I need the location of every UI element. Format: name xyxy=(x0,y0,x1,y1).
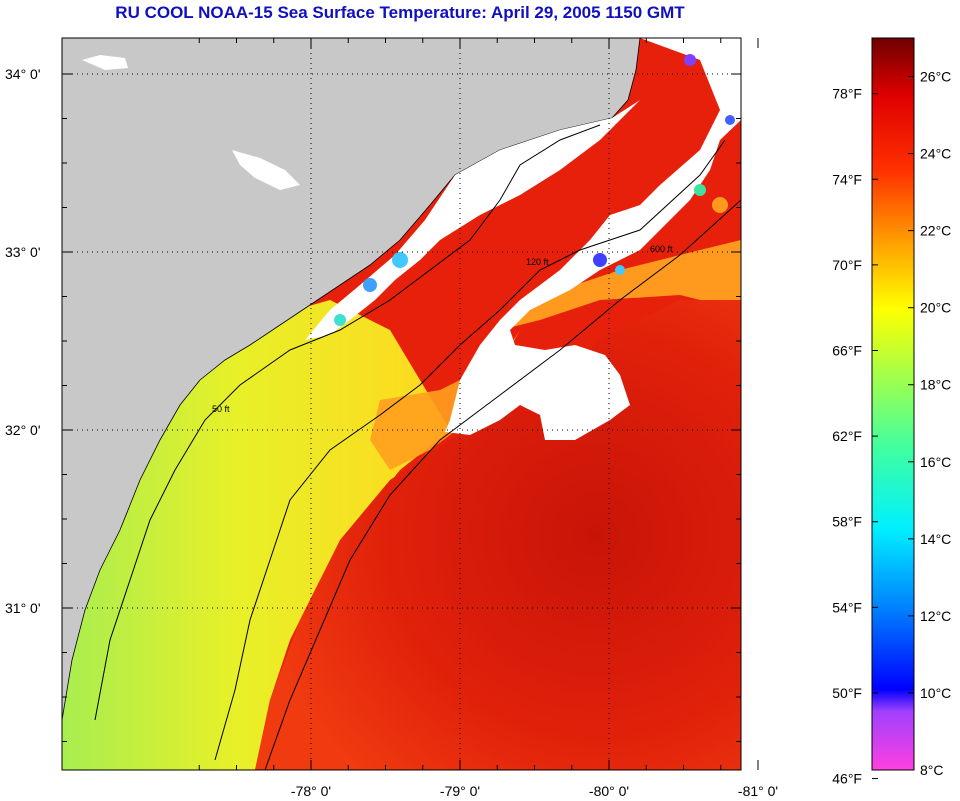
contour-label-120ft: 120 ft xyxy=(526,257,549,267)
lon-label: -79° 0' xyxy=(440,783,480,799)
gulf-stream xyxy=(255,300,741,770)
cloud-cover xyxy=(445,38,741,440)
colorbar-f-label: 46°F xyxy=(832,771,862,787)
colorbar-gradient xyxy=(871,37,915,771)
land-mass xyxy=(62,38,641,721)
mid-shelf-water-north xyxy=(500,240,741,330)
lat-label: 31° 0' xyxy=(5,600,41,616)
colorbar-f-label: 62°F xyxy=(832,428,862,444)
longitude-labels: -81° 0' -80° 0' -79° 0' -78° 0' xyxy=(291,783,778,799)
colorbar-c-label: 10°C xyxy=(920,685,951,701)
cloud-cover-coast xyxy=(305,100,640,340)
map-frame xyxy=(61,37,742,771)
colorbar-f-label: 50°F xyxy=(832,685,862,701)
colorbar-c-label: 22°C xyxy=(920,223,951,239)
lat-label: 32° 0' xyxy=(5,422,41,438)
contour-120ft xyxy=(214,139,726,761)
colorbar-c-label: 8°C xyxy=(920,762,944,778)
colorbar-c-label: 18°C xyxy=(920,377,951,393)
lon-label: -80° 0' xyxy=(589,783,629,799)
colorbar-c-label: 14°C xyxy=(920,531,951,547)
colorbar-f-label: 58°F xyxy=(832,514,862,530)
lon-label: -81° 0' xyxy=(738,783,778,799)
graticule xyxy=(62,38,741,770)
contour-50ft xyxy=(94,124,601,721)
lat-label: 33° 0' xyxy=(5,244,41,260)
cloud-island-b xyxy=(82,55,128,70)
lat-label: 34° 0' xyxy=(5,66,41,82)
contour-label-50ft: 50 ft xyxy=(212,404,230,414)
latitude-labels: 34° 0' 33° 0' 32° 0' 31° 0' xyxy=(5,66,41,616)
cloud-island-a xyxy=(232,150,300,190)
colorbar-c-label: 20°C xyxy=(920,300,951,316)
colorbar-c-label: 12°C xyxy=(920,608,951,624)
colorbar-f-label: 54°F xyxy=(832,599,862,615)
cold-water-patches xyxy=(334,54,735,326)
celsius-labels: 8°C 10°C 12°C 14°C 16°C 18°C 20°C 22°C 24°C 26°C xyxy=(908,69,951,778)
colorbar-f-label: 78°F xyxy=(832,86,862,102)
colorbar-c-label: 24°C xyxy=(920,146,951,162)
colorbar-f-label: 70°F xyxy=(832,257,862,273)
mid-shelf-water xyxy=(370,330,520,470)
contour-label-600ft: 600 ft xyxy=(650,244,673,254)
colorbar-f-label: 74°F xyxy=(832,171,862,187)
colorbar-c-label: 16°C xyxy=(920,454,951,470)
lon-label: -78° 0' xyxy=(291,783,331,799)
colorbar-c-label: 26°C xyxy=(920,69,951,85)
depth-contours xyxy=(94,124,741,770)
map-title: RU COOL NOAA-15 Sea Surface Temperature:… xyxy=(115,3,685,22)
axis-ticks xyxy=(62,38,759,770)
contour-600ft xyxy=(264,199,741,770)
colorbar-f-label: 66°F xyxy=(832,342,862,358)
fahrenheit-labels: 46°F 50°F 54°F 58°F 62°F 66°F 70°F 74°F 78°F xyxy=(832,86,878,787)
